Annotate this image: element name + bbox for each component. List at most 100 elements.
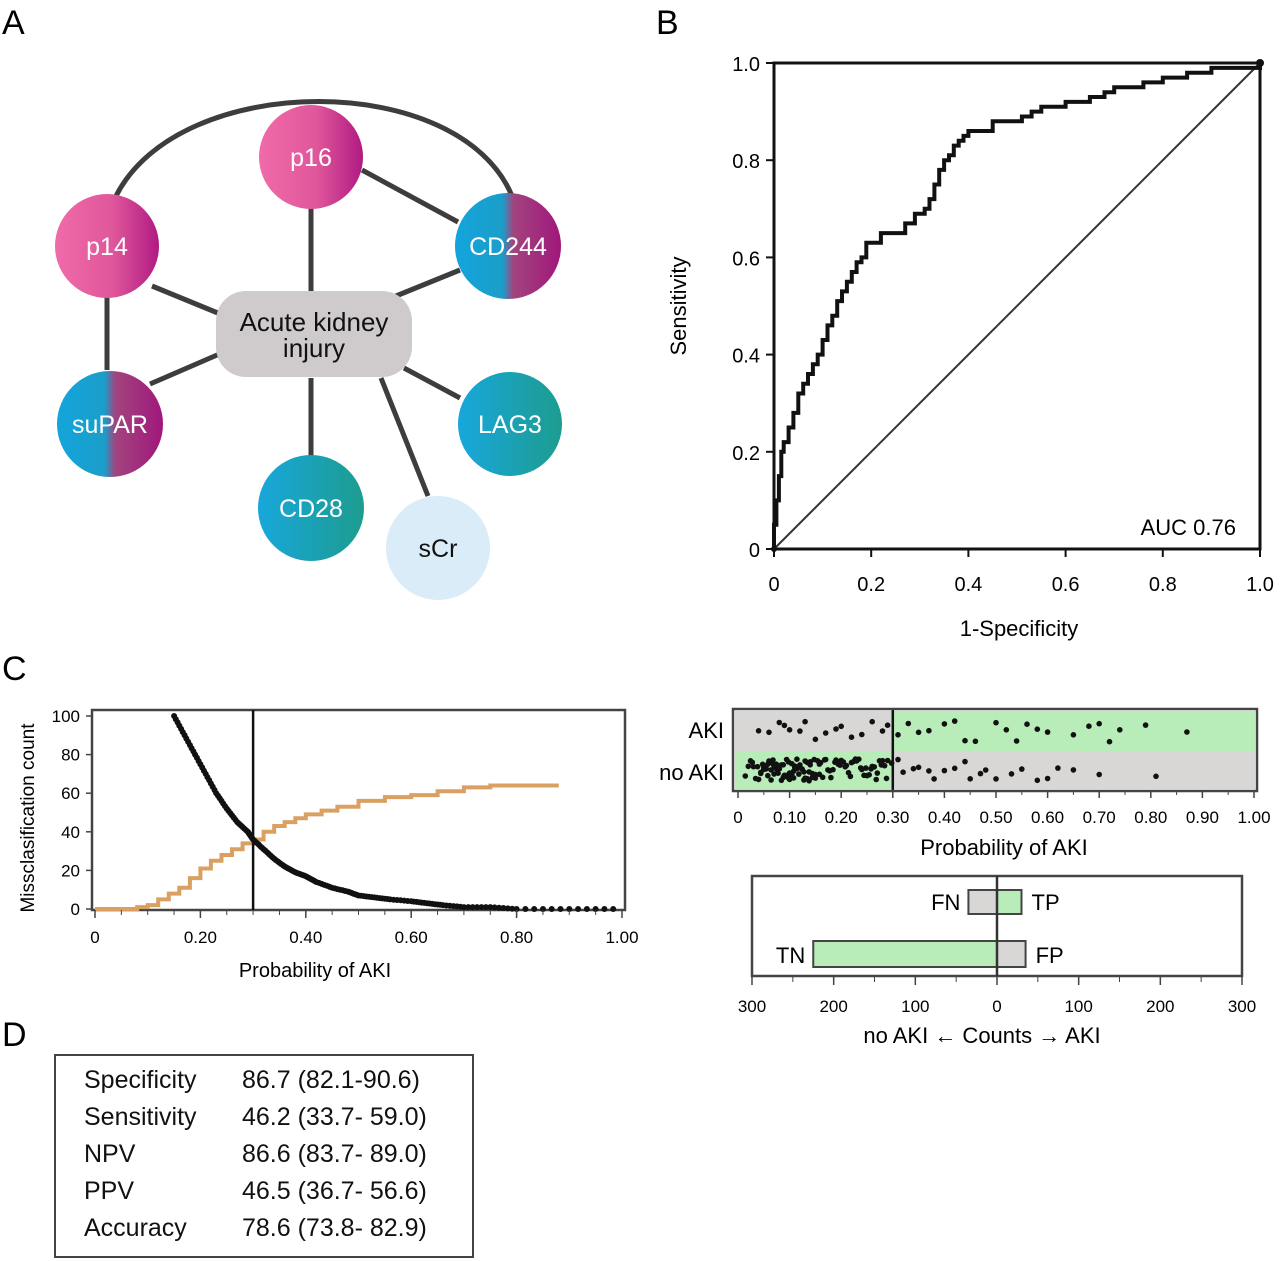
- scatter-point: [962, 737, 968, 744]
- scatter-point: [838, 723, 844, 730]
- scatter-point: [825, 767, 831, 773]
- scatter-point: [835, 761, 841, 767]
- scatter-point: [804, 775, 810, 782]
- metric-name: Accuracy: [84, 1214, 187, 1242]
- scatter-point: [833, 726, 839, 732]
- scatter-point: [754, 763, 761, 770]
- node-label-supar: suPAR: [72, 411, 148, 439]
- scatter-point: [1070, 767, 1077, 773]
- scatter-point: [845, 769, 852, 776]
- roc-end-point: [1256, 59, 1264, 67]
- scatter-point: [778, 777, 785, 784]
- scatter-point: [888, 760, 895, 766]
- counts-x-tick-label: 200: [819, 997, 847, 1016]
- scatter-point: [993, 776, 999, 782]
- mis-y-tick-label: 60: [61, 784, 80, 803]
- roc-diagonal-line: [773, 62, 1261, 550]
- scatter-point: [941, 721, 948, 727]
- mis-point: [509, 905, 516, 912]
- scatter-point: [982, 767, 989, 773]
- counts-x-tick-label: 100: [1064, 997, 1092, 1016]
- scatter-point: [794, 756, 800, 762]
- center-node: [216, 291, 412, 377]
- panel-label-b: B: [656, 4, 679, 42]
- scatter-point: [861, 772, 867, 779]
- mis-y-tick-label: 100: [52, 707, 80, 726]
- edge-center-lag3: [402, 365, 462, 401]
- mis-y-axis-title: Missclasification count: [18, 723, 39, 913]
- roc-plot-frame: [772, 61, 1262, 551]
- scatter-x-tick-label: 0.70: [1083, 808, 1116, 827]
- metric-value: 86.6 (83.7- 89.0): [242, 1140, 427, 1168]
- counts-x-ticks: 300 200 100 0 100 200 300: [738, 977, 1256, 1016]
- scatter-row-label-aki: AKI: [689, 718, 724, 743]
- mis-point: [496, 904, 502, 911]
- mis-x-tick-label: 0.80: [500, 928, 533, 947]
- metric-value: 78.6 (73.8- 82.9): [242, 1214, 427, 1242]
- mis-point: [482, 904, 489, 911]
- node-label-lag3: LAG3: [478, 411, 542, 439]
- scatter-point: [941, 767, 948, 774]
- scatter-point: [910, 765, 917, 772]
- scatter-point: [1055, 765, 1061, 771]
- node-cd28: [258, 455, 364, 561]
- scatter-point: [796, 771, 802, 777]
- metric-value: 86.7 (82.1-90.6): [242, 1066, 420, 1094]
- scatter-point: [778, 762, 785, 768]
- scatter-point: [797, 728, 803, 734]
- scatter-x-tick-label: 0.10: [773, 808, 806, 827]
- scatter-point: [915, 764, 922, 771]
- counts-x-tick-label: 200: [1146, 997, 1174, 1016]
- scatter-point: [789, 760, 795, 767]
- mis-point: [469, 904, 476, 911]
- mis-point: [491, 904, 498, 911]
- node-cd244: [455, 193, 561, 299]
- roc-x-tick-label: 0.6: [1052, 574, 1080, 596]
- scatter-point: [765, 772, 771, 779]
- scatter-point: [804, 759, 810, 766]
- scatter-point: [822, 730, 829, 736]
- scatter-point: [783, 756, 790, 763]
- panel-label-a: A: [2, 4, 25, 42]
- scatter-point: [742, 773, 749, 779]
- scatter-point: [1034, 777, 1041, 784]
- scatter-point: [848, 734, 855, 740]
- scatter-point: [926, 727, 932, 734]
- scatter-point: [884, 757, 891, 764]
- node-supar: [57, 371, 163, 477]
- scatter-point: [766, 729, 772, 736]
- scatter-point: [809, 774, 816, 781]
- scatter-point: [1019, 766, 1025, 772]
- scatter-point: [873, 776, 879, 783]
- mis-point: [583, 906, 590, 912]
- mis-x-axis-title: Probability of AKI: [239, 960, 391, 982]
- roc-x-axis-title: 1-Specificity: [960, 616, 1079, 641]
- edge-center-p14: [151, 283, 231, 321]
- mis-point: [465, 904, 472, 911]
- scatter-point: [856, 756, 862, 762]
- scatter-x-axis-title: Probability of AKI: [920, 835, 1088, 860]
- panel-label-c: C: [2, 650, 27, 688]
- edge-p14-cd244: [113, 99, 515, 198]
- mis-y-tick-label: 80: [61, 746, 80, 765]
- scatter-point: [828, 774, 834, 781]
- scatter-point: [863, 765, 869, 771]
- scatter-point: [866, 772, 872, 778]
- scatter-x-tick-label: 0.60: [1031, 808, 1064, 827]
- scatter-plot-frame: [731, 707, 1259, 793]
- roc-y-tick-label: 0.4: [732, 346, 760, 368]
- node-label-p14: p14: [86, 233, 128, 261]
- scatter-region-aki-above: [892, 711, 1255, 751]
- roc-x-tick-label: 0.8: [1149, 574, 1177, 596]
- roc-y-axis-title: Sensitivity: [666, 256, 691, 355]
- mis-y-tick-label: 40: [61, 823, 80, 842]
- scatter-row-label-no-aki: no AKI: [659, 760, 724, 785]
- scatter-point: [977, 770, 984, 777]
- mis-x-tick-label: 0.40: [289, 928, 322, 947]
- scatter-point: [881, 762, 888, 769]
- bar-label-fn: FN: [931, 890, 960, 915]
- metric-name: Specificity: [84, 1066, 197, 1094]
- roc-auc-annotation: AUC 0.76: [1141, 515, 1236, 540]
- roc-y-tick-label: 0: [749, 540, 760, 562]
- mis-point: [548, 906, 555, 912]
